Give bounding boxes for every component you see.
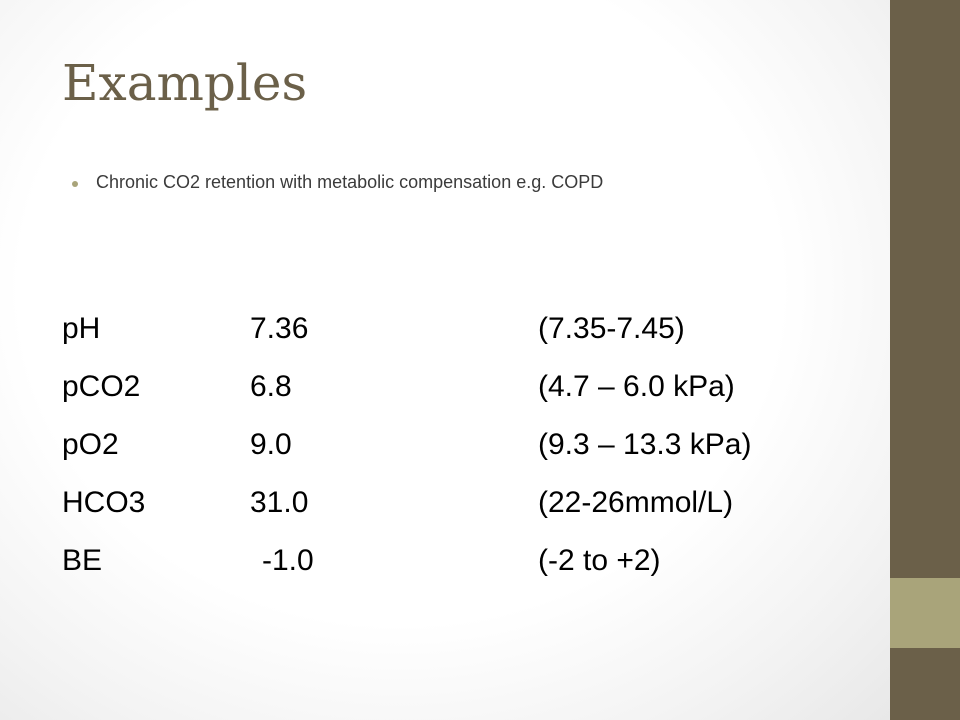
param-name: HCO3: [62, 486, 146, 519]
bullet-text: Chronic CO2 retention with metabolic com…: [96, 172, 604, 192]
param-value: 7.36: [250, 312, 309, 345]
slide-background: [0, 0, 890, 720]
param-name: BE: [62, 544, 103, 577]
param-value: -1.0: [262, 544, 314, 577]
param-value: 6.8: [250, 370, 292, 403]
param-name: pCO2: [62, 370, 141, 403]
slide-title: Examples: [62, 54, 308, 112]
param-range: (22-26mmol/L): [538, 486, 734, 519]
param-range: (7.35-7.45): [538, 312, 685, 345]
param-name: pH: [62, 312, 101, 345]
param-value: 9.0: [250, 428, 292, 461]
param-range: (9.3 – 13.3 kPa): [538, 428, 752, 461]
param-range: (-2 to +2): [538, 544, 661, 577]
param-range: (4.7 – 6.0 kPa): [538, 370, 735, 403]
bullet-dot-icon: [72, 181, 78, 187]
side-band-accent: [890, 578, 960, 648]
param-name: pO2: [62, 428, 119, 461]
param-value: 31.0: [250, 486, 309, 519]
